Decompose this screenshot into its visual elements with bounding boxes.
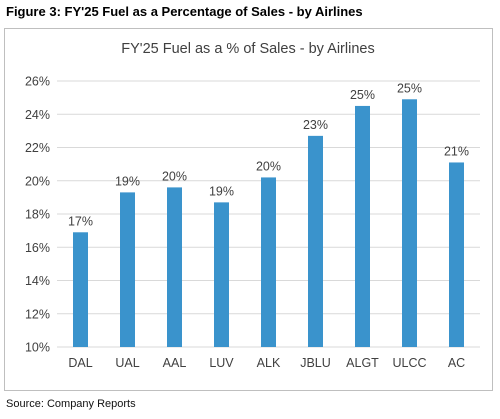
data-label-aal: 20% — [162, 169, 187, 183]
x-tick-label: DAL — [68, 356, 92, 370]
x-tick-label: LUV — [209, 356, 234, 370]
data-label-algt: 25% — [350, 88, 375, 102]
y-tick-label: 10% — [25, 341, 50, 355]
x-tick-label: AC — [448, 356, 465, 370]
figure-title: Figure 3: FY'25 Fuel as a Percentage of … — [6, 4, 363, 19]
x-tick-label: AAL — [163, 356, 187, 370]
bar-luv — [214, 202, 229, 347]
data-labels: 17% 19% 20% 19% 20% 23% 25% 25% 21% — [68, 81, 469, 228]
bar-ual — [120, 192, 135, 347]
data-label-ual: 19% — [115, 174, 140, 188]
data-label-alk: 20% — [256, 159, 281, 173]
y-tick-label: 14% — [25, 274, 50, 288]
data-label-jblu: 23% — [303, 118, 328, 132]
data-label-dal: 17% — [68, 214, 93, 228]
x-tick-label: ALGT — [346, 356, 379, 370]
bar-aal — [167, 187, 182, 347]
y-tick-label: 18% — [25, 208, 50, 222]
data-label-ac: 21% — [444, 144, 469, 158]
y-tick-label: 12% — [25, 307, 50, 321]
bar-algt — [355, 105, 370, 347]
bars — [73, 99, 464, 347]
y-tick-label: 26% — [25, 75, 50, 89]
y-tick-label: 22% — [25, 141, 50, 155]
chart-title: FY'25 Fuel as a % of Sales - by Airlines — [121, 41, 374, 57]
x-tick-label: ALK — [257, 356, 281, 370]
data-label-ulcc: 25% — [397, 81, 422, 95]
bar-chart: FY'25 Fuel as a % of Sales - by Airlines… — [25, 41, 480, 370]
bar-jblu — [308, 135, 323, 347]
source-note: Source: Company Reports — [6, 398, 136, 410]
bar-alk — [261, 177, 276, 347]
y-axis-ticks: 10% 12% 14% 16% 18% 20% 22% 24% 26% — [25, 75, 50, 355]
bar-ac — [449, 162, 464, 347]
x-tick-label: UAL — [115, 356, 139, 370]
x-tick-label: JBLU — [300, 356, 331, 370]
y-tick-label: 16% — [25, 241, 50, 255]
y-tick-label: 24% — [25, 108, 50, 122]
bar-ulcc — [402, 99, 417, 347]
x-tick-label: ULCC — [392, 356, 426, 370]
y-tick-label: 20% — [25, 174, 50, 188]
chart-frame: FY'25 Fuel as a % of Sales - by Airlines… — [4, 28, 493, 391]
x-axis-ticks: DAL UAL AAL LUV ALK JBLU ALGT ULCC AC — [68, 356, 465, 370]
data-label-luv: 19% — [209, 184, 234, 198]
bar-dal — [73, 232, 88, 347]
